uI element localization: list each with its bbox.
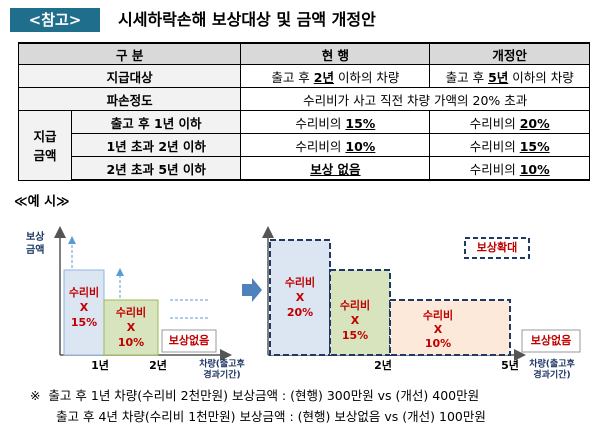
header-cell: 현 행 xyxy=(240,42,431,65)
cell: 수리비의 10% xyxy=(240,133,431,157)
row-label: 지급대상 xyxy=(17,64,242,88)
text: 수리비의 xyxy=(469,115,520,131)
bar-text: 10% xyxy=(118,336,144,349)
x-axis-label: 차량(출고후 xyxy=(529,358,575,370)
bar-text: X xyxy=(127,321,136,334)
bar-text: 수리비 xyxy=(423,308,453,322)
text: 수리비의 xyxy=(469,161,520,177)
x-label: 2년 xyxy=(149,358,167,372)
bar-text: X xyxy=(434,323,443,336)
none-text: 보상없음 xyxy=(169,333,209,347)
bar-text: 15% xyxy=(71,316,97,329)
x-label: 1년 xyxy=(91,358,109,372)
label-line: 지급 xyxy=(33,129,57,145)
bar-text: 수리비 xyxy=(285,275,315,289)
cell: 수리비의 15% xyxy=(429,133,590,157)
row: 1년 초과 2년 이하 수리비의 10% 수리비의 15% xyxy=(19,133,590,157)
y-label: 보상 xyxy=(26,230,45,243)
cell: 출고 후 5년 이하의 차량 xyxy=(429,64,590,88)
bar-label: 수리비 X 15% 수리비 X 10% xyxy=(69,285,146,349)
emphasis: 15% xyxy=(345,115,376,131)
bar-text: 수리비 xyxy=(69,285,99,299)
x-label: 5년 xyxy=(501,358,519,372)
emphasis: 15% xyxy=(519,138,550,154)
footnote: ※ 출고 후 1년 차량(수리비 2천만원) 보상금액 : (현행) 300만원… xyxy=(30,388,480,403)
comparison-table: 구 분 현 행 개정안 지급대상 출고 후 2년 이하의 차량 출고 후 5년 … xyxy=(17,42,590,181)
bar-text: 20% xyxy=(287,306,313,319)
period: 1년 초과 2년 이하 xyxy=(70,133,242,157)
page-title: 시세하락손해 보상대상 및 금액 개정안 xyxy=(118,10,376,29)
footnote: 출고 후 4년 차량(수리비 1천만원) 보상금액 : (현행) 보상없음 vs… xyxy=(56,409,486,424)
example-diagram: ≪예 시≫ 보상 금액 수리비 X 15% 수리비 X 10% 보상없음 1년 … xyxy=(14,194,581,381)
text: 수리비의 xyxy=(295,115,346,131)
bar-text: X xyxy=(80,301,89,314)
none-box xyxy=(521,329,581,353)
bar-labels: 수리비 X 20% 수리비 X 15% 수리비 X 10% xyxy=(285,275,453,350)
row: 지급대상 출고 후 2년 이하의 차량 출고 후 5년 이하의 차량 xyxy=(17,64,590,88)
text: 출고 후 xyxy=(271,69,314,85)
emphasis: 보상 없음 xyxy=(310,161,361,177)
bar xyxy=(329,269,391,356)
badge-box xyxy=(464,237,530,259)
section-tag: <참고> xyxy=(10,8,100,32)
bar xyxy=(389,299,511,356)
bar-text: 수리비 xyxy=(116,305,146,319)
emphasis: 20% xyxy=(519,115,550,131)
bar xyxy=(63,269,105,356)
header-cell: 개정안 xyxy=(429,42,590,65)
text: 출고 후 xyxy=(445,69,489,85)
bar-text: 10% xyxy=(425,337,451,350)
period: 출고 후 1년 이하 xyxy=(70,110,242,134)
emphasis: 5년 xyxy=(488,69,509,85)
x-axis-label: 경과기간) xyxy=(203,369,240,381)
cell: 수리비의 15% xyxy=(240,110,431,134)
none-text: 보상없음 xyxy=(531,333,571,347)
x-axis-label: 경과기간) xyxy=(533,369,570,381)
period: 2년 초과 5년 이하 xyxy=(70,156,242,181)
badge-text: 보상확대 xyxy=(477,240,517,254)
bar xyxy=(269,239,331,356)
x-axis-label: 차량(출고후 xyxy=(199,358,245,370)
cell: 수리비의 20% xyxy=(429,110,590,134)
transition-arrow xyxy=(242,278,262,302)
none-box xyxy=(161,329,217,353)
row-label: 파손정도 xyxy=(17,87,242,111)
text: 수리비의 xyxy=(295,138,346,154)
header-cell: 구 분 xyxy=(17,42,242,65)
label-line: 금액 xyxy=(33,148,57,164)
cell: 수리비가 사고 직전 차량 가액의 20% 초과 xyxy=(240,87,590,111)
x-label: 2년 xyxy=(374,358,392,372)
bar-text: X xyxy=(296,291,305,304)
emphasis: 10% xyxy=(519,161,550,177)
example-title: ≪예 시≫ xyxy=(14,194,70,210)
text: 이하의 차량 xyxy=(508,69,574,85)
cell: 수리비의 10% xyxy=(429,156,590,181)
text: 수리비의 xyxy=(469,138,520,154)
emphasis: 2년 xyxy=(313,69,334,85)
bar xyxy=(103,299,159,356)
y-label: 금액 xyxy=(26,244,44,256)
cell: 보상 없음 xyxy=(240,156,431,181)
cell: 출고 후 2년 이하의 차량 xyxy=(240,64,431,88)
bar-text: X xyxy=(351,314,360,327)
header-row: 구 분 현 행 개정안 xyxy=(17,42,590,65)
text: 이하의 차량 xyxy=(333,69,400,85)
row: 파손정도 수리비가 사고 직전 차량 가액의 20% 초과 xyxy=(17,87,590,111)
emphasis: 10% xyxy=(345,138,376,154)
row: 2년 초과 5년 이하 보상 없음 수리비의 10% xyxy=(19,156,590,181)
bar-text: 수리비 xyxy=(340,298,370,312)
bar-text: 15% xyxy=(342,329,368,342)
